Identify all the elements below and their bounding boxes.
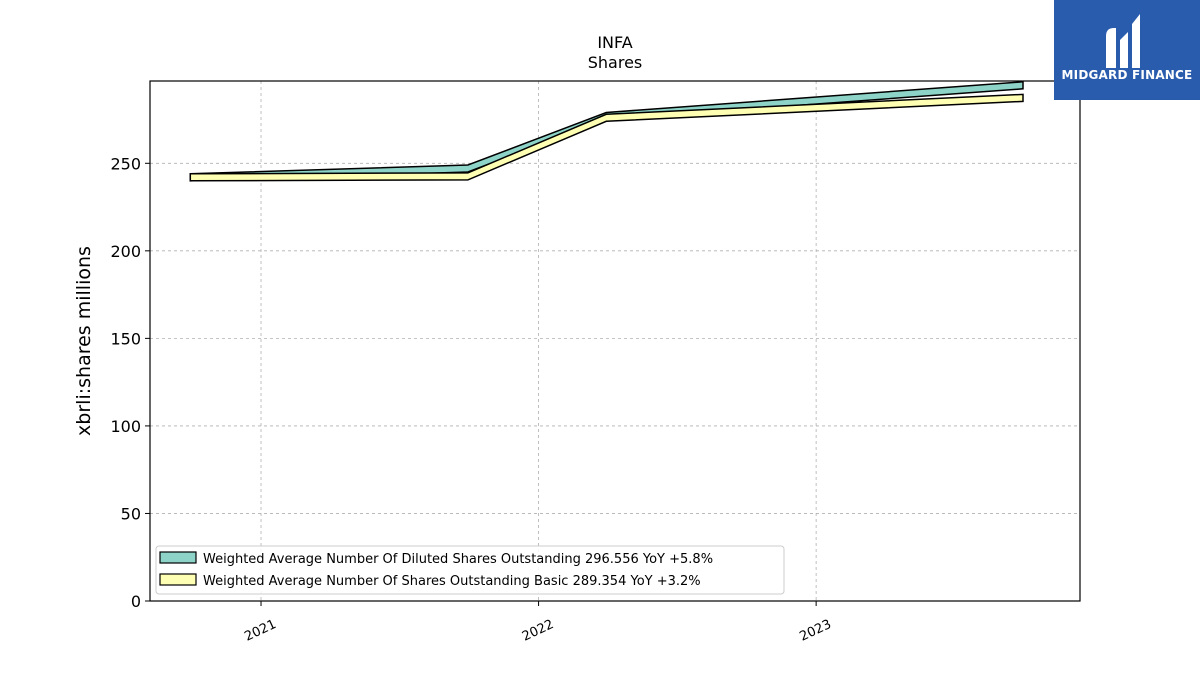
grid xyxy=(150,81,1080,601)
brand-name: MIDGARD FINANCE xyxy=(1061,68,1193,82)
y-axis-label: xbrli:shares millions xyxy=(73,246,95,436)
brand-mark-icon xyxy=(1106,14,1140,68)
y-tick-label: 150 xyxy=(110,329,141,348)
y-axis: 0 50 100 150 200 250 xyxy=(110,154,150,611)
legend-label-basic: Weighted Average Number Of Shares Outsta… xyxy=(203,574,701,589)
x-tick-label: 2023 xyxy=(797,617,833,645)
series-band-diluted xyxy=(189,80,1024,182)
y-tick-label: 50 xyxy=(121,504,141,523)
y-tick-label: 100 xyxy=(110,417,141,436)
legend-swatch-diluted xyxy=(159,551,197,564)
y-tick-label: 0 xyxy=(131,592,141,611)
legend-box xyxy=(155,545,785,595)
plot-frame xyxy=(149,80,1081,602)
legend-label-diluted: Weighted Average Number Of Diluted Share… xyxy=(203,552,713,567)
legend: Weighted Average Number Of Diluted Share… xyxy=(155,545,785,595)
x-tick-label: 2022 xyxy=(520,617,556,645)
chart-subtitle: Shares xyxy=(588,53,643,72)
legend-swatch-basic xyxy=(159,573,197,586)
chart-title: INFA xyxy=(597,33,632,52)
y-tick-label: 250 xyxy=(110,154,141,173)
series-band-basic xyxy=(189,93,1024,182)
x-tick-label: 2021 xyxy=(242,617,278,645)
series-layer xyxy=(189,80,1024,182)
y-tick-label: 200 xyxy=(110,242,141,261)
brand-logo: MIDGARD FINANCE xyxy=(1054,0,1200,100)
x-axis: 2021 2022 2023 xyxy=(242,601,834,645)
